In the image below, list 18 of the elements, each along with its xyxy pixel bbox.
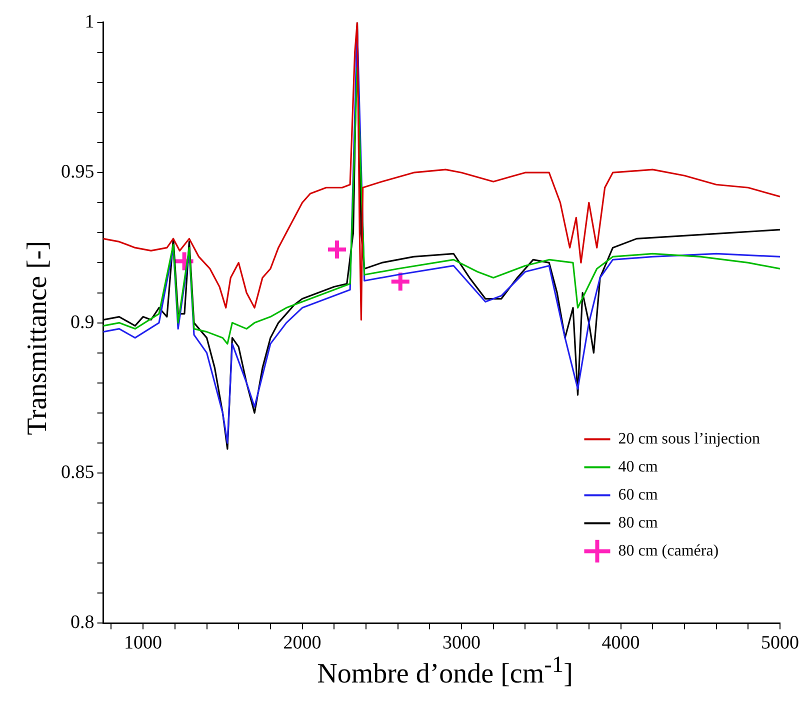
legend-label: 80 cm (caméra) [618,542,719,560]
legend-label: 20 cm sous l’injection [618,430,760,448]
legend-label: 80 cm [618,514,658,532]
x-tick-label: 4000 [602,632,640,654]
y-tick-label: 0.8 [70,612,94,634]
y-tick-label: 0.9 [70,312,94,333]
y-tick-label: 0.85 [61,462,94,483]
x-tick-label: 5000 [761,632,799,654]
legend-label: 40 cm [618,458,658,476]
legend-label: 60 cm [618,486,658,504]
y-axis-title: Transmittance [-] [22,240,54,436]
point [389,270,412,293]
y-tick-label: 0.95 [61,162,94,183]
x-tick-label: 1000 [124,632,162,654]
x-tick-label: 3000 [442,632,481,654]
x-axis-title: Nombre d’onde [cm$^{-1}$] [316,652,574,690]
x-tick-label: 2000 [283,632,322,654]
y-tick-label: 1 [84,11,94,32]
